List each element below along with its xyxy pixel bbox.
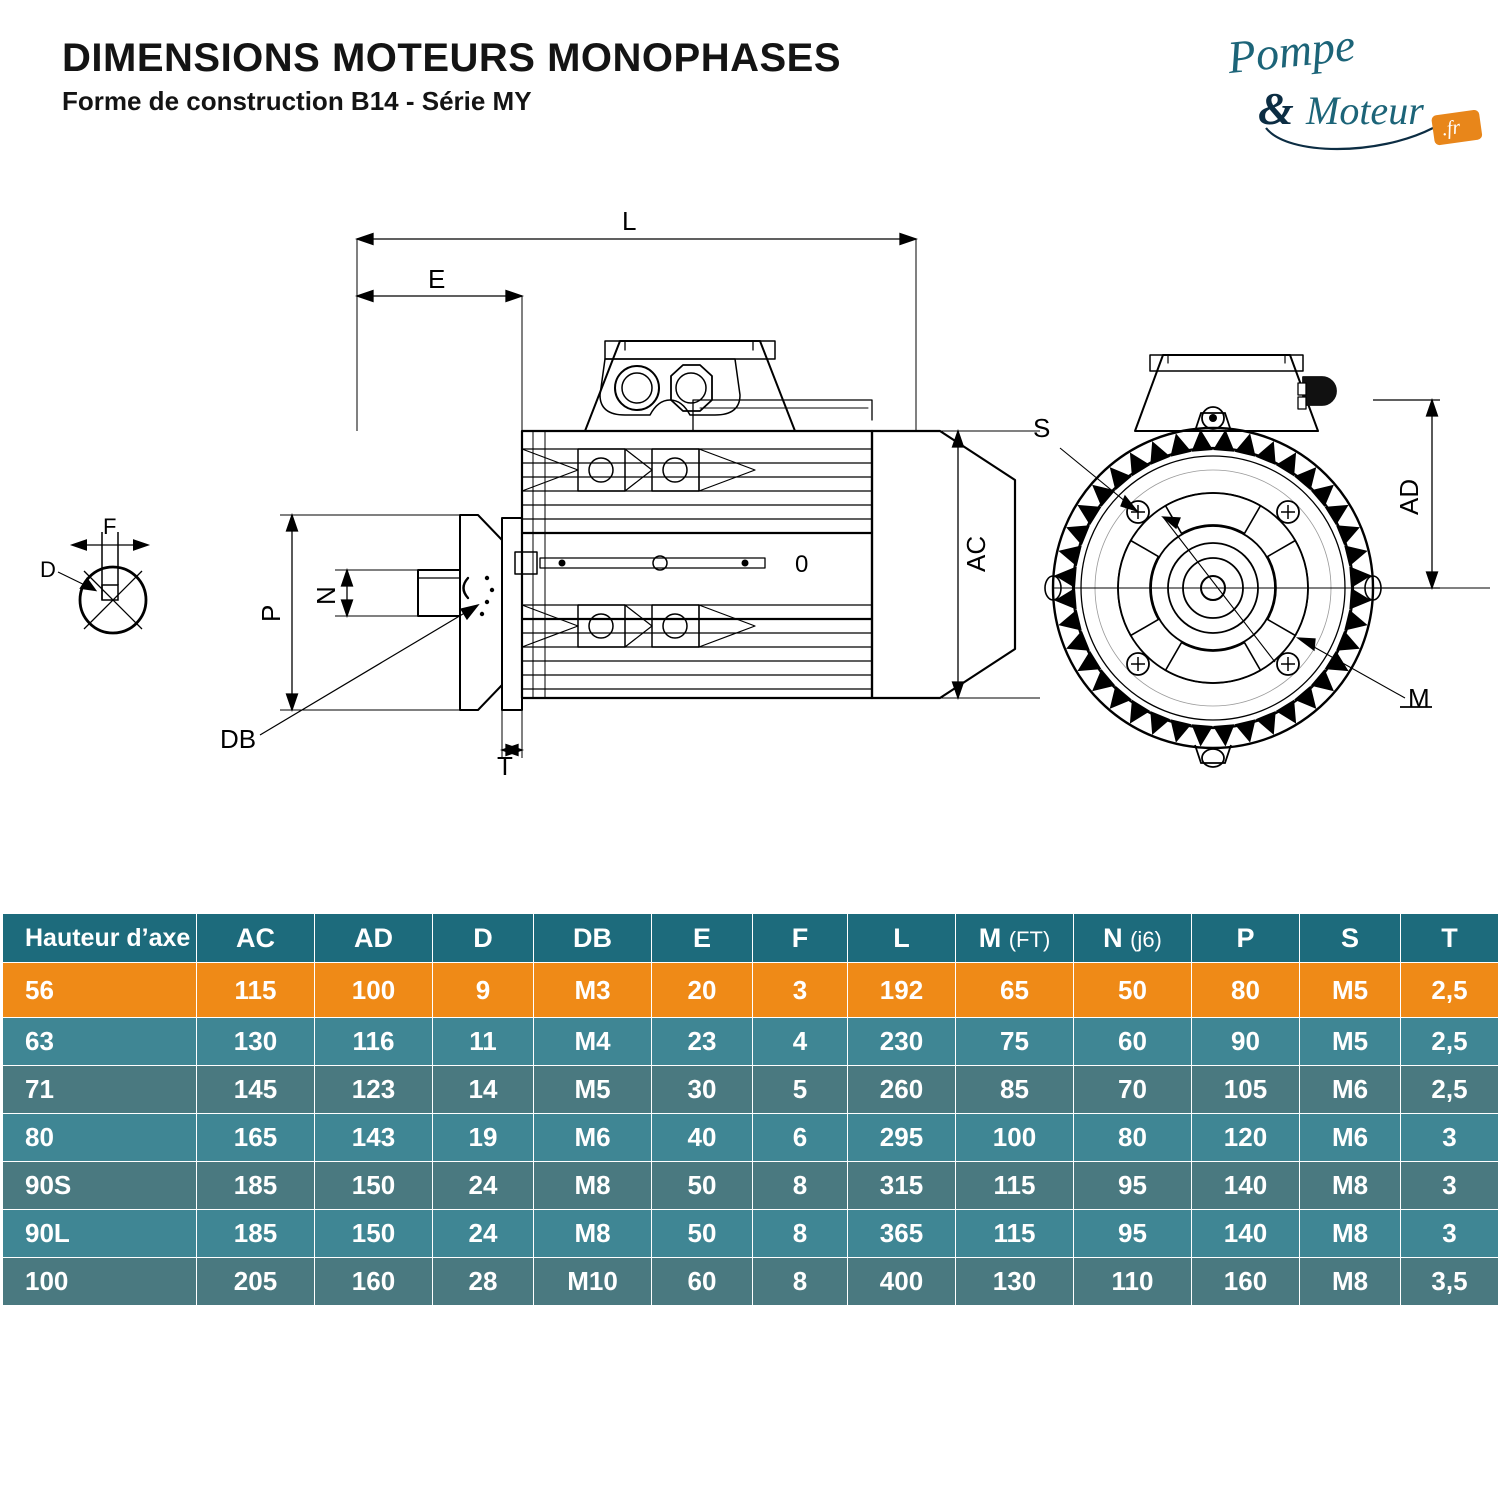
svg-text:S: S [1033,413,1050,443]
svg-text:P: P [256,605,286,622]
svg-text:0: 0 [795,551,808,578]
svg-text:T: T [497,751,513,781]
svg-text:M: M [1408,683,1430,713]
svg-text:N: N [311,586,341,605]
svg-text:L: L [622,206,636,236]
svg-text:AD: AD [1394,479,1424,515]
svg-text:AC: AC [961,536,991,572]
svg-text:D: D [40,557,56,582]
svg-text:DB: DB [220,724,256,754]
svg-text:F: F [103,514,116,539]
svg-text:E: E [428,264,445,294]
